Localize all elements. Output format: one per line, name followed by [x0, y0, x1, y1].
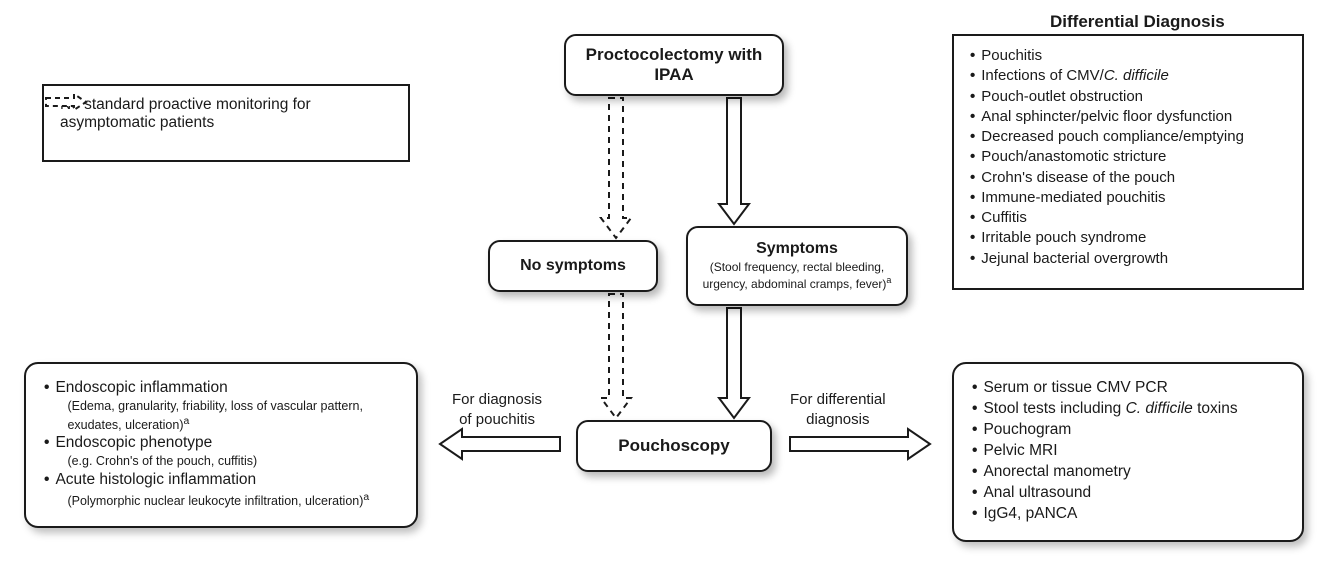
pouchitis-findings-panel: Endoscopic inflammation(Edema, granulari… [24, 362, 418, 528]
differential-tests-item: Anorectal manometry [972, 462, 1284, 483]
differential-diagnosis-item: Infections of CMV/C. difficile [970, 66, 1286, 86]
pouchitis-findings-list: Endoscopic inflammation(Edema, granulari… [44, 378, 398, 510]
differential-diagnosis-list: PouchitisInfections of CMV/C. difficileP… [970, 46, 1286, 269]
differential-diagnosis-item: Crohn's disease of the pouch [970, 168, 1286, 188]
differential-tests-item: Pouchogram [972, 420, 1284, 441]
differential-diagnosis-item: Immune-mediated pouchitis [970, 188, 1286, 208]
node-pouchoscopy-title: Pouchoscopy [618, 436, 729, 456]
differential-tests-item: Pelvic MRI [972, 441, 1284, 462]
differential-tests-panel: Serum or tissue CMV PCRStool tests inclu… [952, 362, 1304, 542]
differential-diagnosis-item: Pouch/anastomotic stricture [970, 147, 1286, 167]
differential-diagnosis-item: Irritable pouch syndrome [970, 228, 1286, 248]
node-proctocolectomy: Proctocolectomy with IPAA [564, 34, 784, 96]
node-symptoms-subtitle: (Stool frequency, rectal bleeding, urgen… [702, 260, 892, 292]
differential-tests-list: Serum or tissue CMV PCRStool tests inclu… [972, 378, 1284, 524]
differential-diagnosis-item: Pouch-outlet obstruction [970, 87, 1286, 107]
node-no-symptoms-title: No symptoms [520, 257, 626, 275]
differential-tests-item: Stool tests including C. difficile toxin… [972, 399, 1284, 420]
node-symptoms-title: Symptoms [756, 240, 838, 258]
label-for-diagnosis-l2: of pouchitis [452, 410, 542, 430]
label-for-diagnosis: For diagnosis of pouchitis [452, 390, 542, 429]
differential-diagnosis-box: PouchitisInfections of CMV/C. difficileP… [952, 34, 1304, 290]
legend-box: No standard proactive monitoring for asy… [42, 84, 410, 162]
differential-diagnosis-heading: Differential Diagnosis [1050, 12, 1225, 32]
label-for-differential: For differential diagnosis [790, 390, 886, 429]
node-no-symptoms: No symptoms [488, 240, 658, 292]
diagram-stage: No standard proactive monitoring for asy… [0, 0, 1319, 579]
differential-tests-item: Anal ultrasound [972, 483, 1284, 504]
differential-diagnosis-item: Jejunal bacterial overgrowth [970, 249, 1286, 269]
differential-diagnosis-item: Cuffitis [970, 208, 1286, 228]
node-proctocolectomy-title: Proctocolectomy with IPAA [580, 45, 768, 85]
label-for-diagnosis-l1: For diagnosis [452, 390, 542, 410]
dashed-arrow-icon [44, 92, 88, 112]
legend-text: No standard proactive monitoring for asy… [60, 96, 392, 132]
pouchitis-findings-item: Endoscopic phenotype(e.g. Crohn's of the… [44, 433, 398, 470]
label-for-differential-l2: diagnosis [790, 410, 886, 430]
node-pouchoscopy: Pouchoscopy [576, 420, 772, 472]
differential-tests-item: IgG4, pANCA [972, 504, 1284, 525]
differential-diagnosis-item: Pouchitis [970, 46, 1286, 66]
pouchitis-findings-item: Endoscopic inflammation(Edema, granulari… [44, 378, 398, 433]
label-for-differential-l1: For differential [790, 390, 886, 410]
pouchitis-findings-item: Acute histologic inflammation(Polymorphi… [44, 470, 398, 510]
differential-diagnosis-item: Anal sphincter/pelvic floor dysfunction [970, 107, 1286, 127]
differential-tests-item: Serum or tissue CMV PCR [972, 378, 1284, 399]
differential-diagnosis-item: Decreased pouch compliance/emptying [970, 127, 1286, 147]
node-symptoms: Symptoms (Stool frequency, rectal bleedi… [686, 226, 908, 306]
